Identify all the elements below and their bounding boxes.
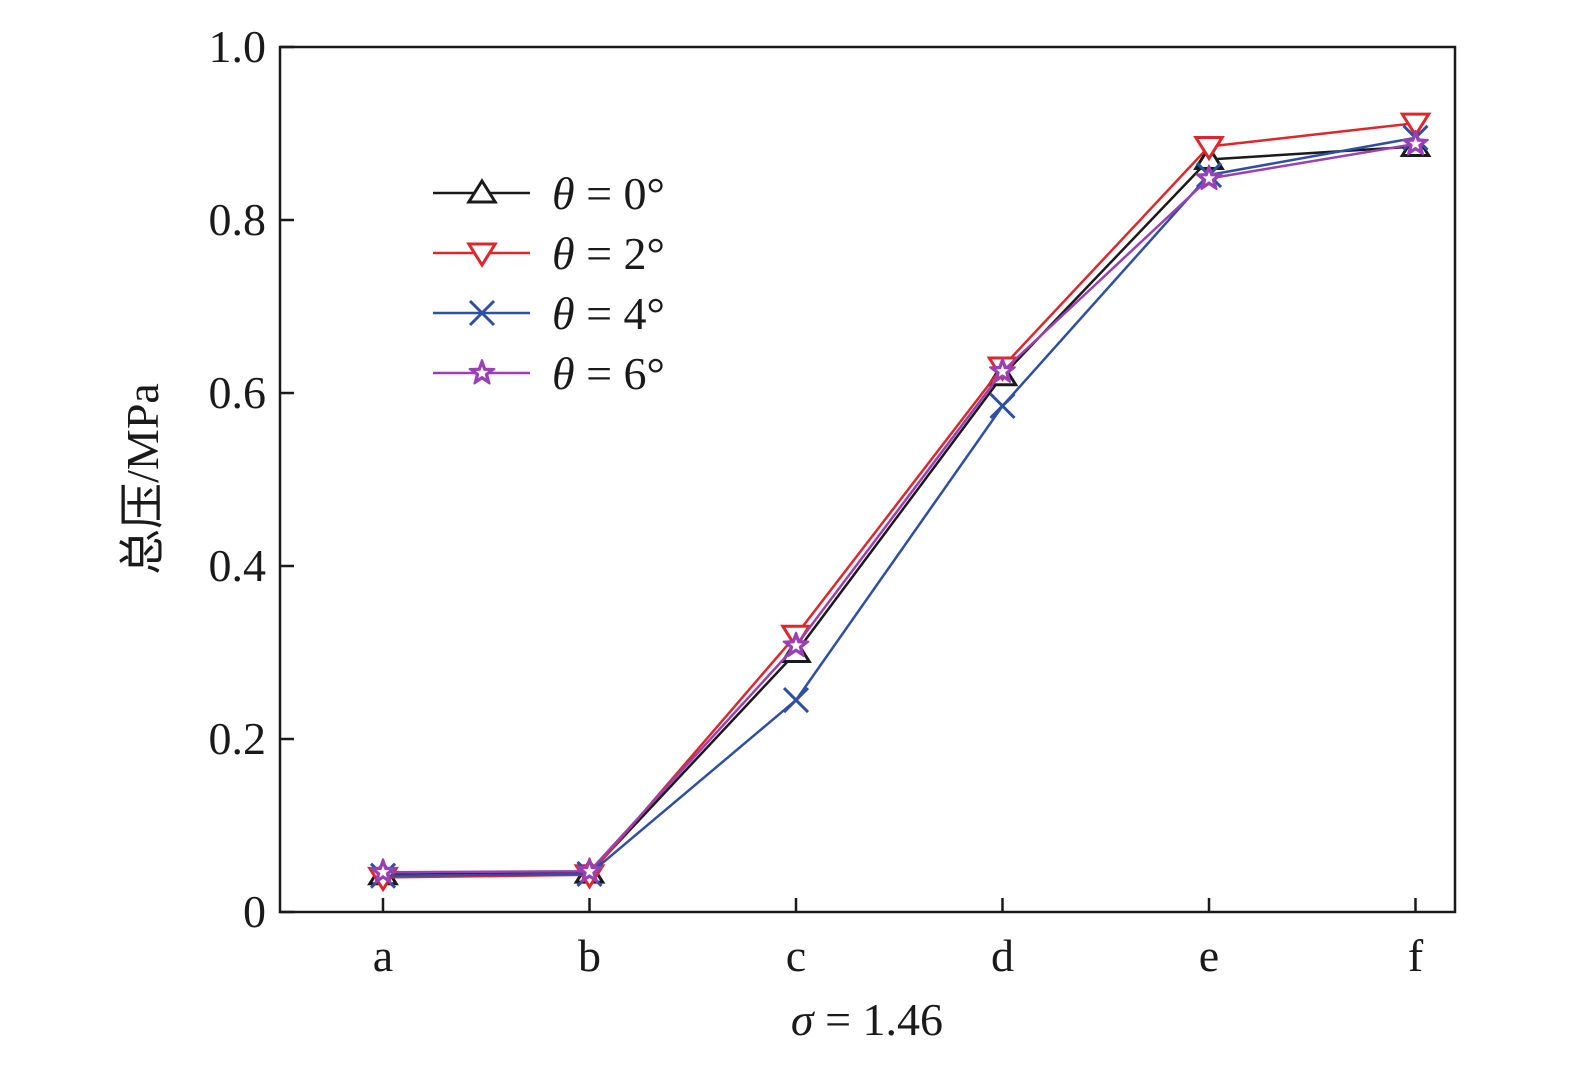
- data-point: [782, 687, 810, 714]
- plot-frame: [278, 45, 1457, 914]
- data-point: [1399, 112, 1432, 138]
- y-tick-label: 0.4: [209, 540, 267, 591]
- data-point-center: [789, 639, 803, 651]
- x-axis-title: σ = 1.46: [791, 994, 943, 1045]
- y-tick-label: 0: [243, 886, 266, 937]
- series-line: [382, 121, 1416, 879]
- legend-marker: [466, 178, 498, 204]
- series-line: [382, 142, 1416, 874]
- x-tick-label: a: [373, 930, 393, 981]
- legend-marker: [468, 299, 496, 327]
- x-tick-label: c: [786, 930, 806, 981]
- legend-item: θ = 6°: [433, 348, 665, 399]
- y-tick-label: 1.0: [209, 21, 267, 72]
- data-point: [989, 392, 1016, 420]
- series-line: [382, 145, 1416, 877]
- x-axis: a b c d e f: [373, 898, 1424, 981]
- y-axis-title: 总压/MPa: [117, 383, 168, 575]
- y-tick-label: 0.6: [209, 367, 267, 418]
- legend-label: θ = 6°: [552, 348, 665, 399]
- series-layer: [367, 112, 1432, 893]
- y-axis: 0 0.2 0.4 0.6 0.8 1.0: [209, 21, 294, 937]
- x-tick-label: d: [991, 930, 1014, 981]
- legend-item: θ = 2°: [433, 228, 665, 279]
- legend-item: θ = 0°: [433, 168, 665, 219]
- y-tick-label: 0.2: [209, 713, 267, 764]
- series-3: [369, 129, 1429, 884]
- data-point-center: [1202, 172, 1216, 184]
- x-tick-label: e: [1199, 930, 1219, 981]
- legend-marker: [466, 242, 498, 268]
- legend: θ = 0° θ = 2° θ = 4° θ = 6°: [433, 168, 665, 399]
- x-tick-label: f: [1408, 930, 1424, 981]
- legend-label: θ = 2°: [552, 228, 665, 279]
- legend-label: θ = 0°: [552, 168, 665, 219]
- x-tick-label: b: [578, 930, 601, 981]
- series-1: [367, 112, 1432, 893]
- data-point-center: [1409, 137, 1422, 150]
- plot-border: [278, 45, 1457, 914]
- y-tick-label: 0.8: [209, 194, 267, 245]
- legend-marker-center: [475, 366, 489, 379]
- legend-item: θ = 4°: [433, 288, 665, 339]
- legend-label: θ = 4°: [552, 288, 665, 339]
- data-point-center: [583, 864, 596, 877]
- series-line: [382, 136, 1416, 877]
- data-point: [1193, 135, 1225, 162]
- data-point-center: [376, 865, 390, 878]
- data-point-center: [996, 364, 1009, 377]
